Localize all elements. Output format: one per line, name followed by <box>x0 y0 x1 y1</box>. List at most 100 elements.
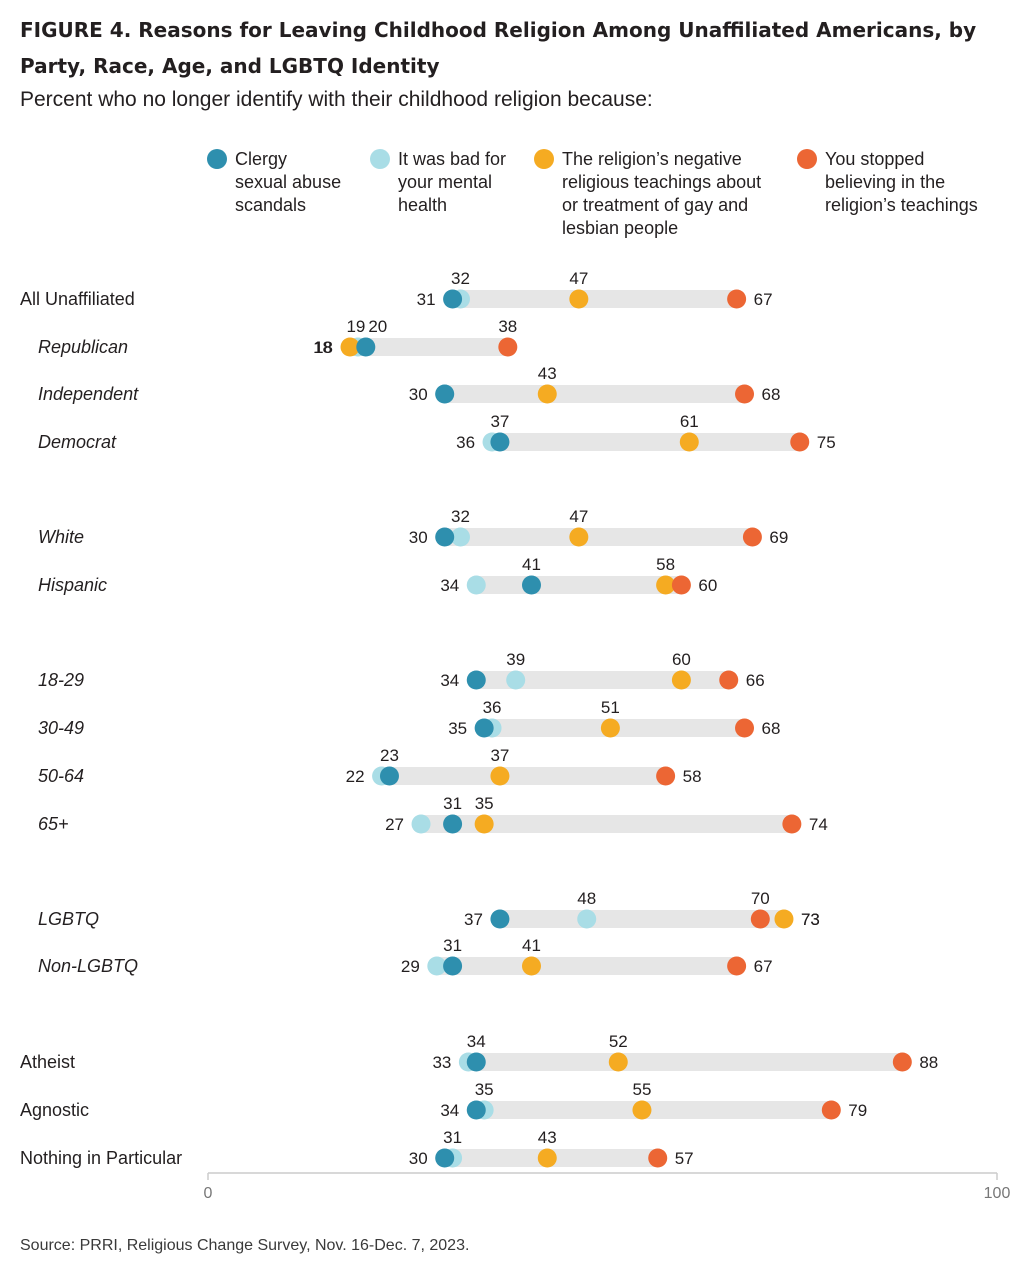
value-label-clergy-atheist: 34 <box>467 1032 486 1051</box>
value-label-clergy-50-64: 23 <box>380 746 399 765</box>
track-lgbtq <box>499 910 784 928</box>
value-label-stopped-democrat: 75 <box>817 433 836 452</box>
dot-clergy-non-lgbtq <box>443 956 463 976</box>
dot-lgbt-non-lgbtq <box>521 956 541 976</box>
value-label-mental-white: 32 <box>451 507 470 526</box>
value-label-lgbt-white: 47 <box>569 507 588 526</box>
value-label-stopped-all-unaffiliated: 67 <box>754 290 773 309</box>
value-label-clergy-65: 31 <box>443 794 462 813</box>
row-label-white: White <box>38 527 84 547</box>
dot-mental-white <box>450 527 470 547</box>
dot-clergy-democrat <box>490 432 510 452</box>
dot-mental-lgbtq <box>577 909 597 929</box>
value-label-lgbt-non-lgbtq: 41 <box>522 936 541 955</box>
value-label-clergy-hispanic: 41 <box>522 555 541 574</box>
dot-mental-65 <box>411 814 431 834</box>
value-label-lgbt-65: 35 <box>475 794 494 813</box>
value-label-clergy-independent: 30 <box>409 385 428 404</box>
dot-clergy-atheist <box>466 1052 486 1072</box>
value-label-mental-non-lgbtq: 29 <box>401 957 420 976</box>
row-label-nothing-in-particular: Nothing in Particular <box>20 1148 182 1168</box>
dot-lgbt-white <box>569 527 589 547</box>
row-label-50-64: 50-64 <box>38 766 84 786</box>
dot-clergy-nothing-in-particular <box>435 1148 455 1168</box>
value-label-stopped-30-49: 68 <box>762 719 781 738</box>
value-label-mental-nothing-in-particular: 31 <box>443 1128 462 1147</box>
legend-item-clergy: Clergy sexual abuse scandals <box>207 148 341 217</box>
value-label-mental-atheist: 33 <box>432 1053 451 1072</box>
track-republican <box>350 338 508 356</box>
value-label-stopped-50-64: 58 <box>683 767 702 786</box>
row-label-republican: Republican <box>38 337 128 357</box>
dot-lgbt-50-64 <box>490 766 510 786</box>
row-label-30-49: 30-49 <box>38 718 84 738</box>
value-label-stopped-65: 74 <box>809 815 828 834</box>
value-label-lgbt-50-64: 37 <box>490 746 509 765</box>
value-label-mental-democrat: 36 <box>456 433 475 452</box>
value-label-clergy-non-lgbtq: 31 <box>443 936 462 955</box>
value-label-mental-30-49: 36 <box>483 698 502 717</box>
dot-clergy-65 <box>443 814 463 834</box>
row-label-agnostic: Agnostic <box>20 1100 89 1120</box>
dot-stopped-18-29 <box>719 670 739 690</box>
dot-lgbt-atheist <box>608 1052 628 1072</box>
x-tick-label: 100 <box>984 1185 1011 1202</box>
legend-item-stopped-believing: You stopped believing in the religion’s … <box>797 148 978 217</box>
track-atheist <box>468 1053 903 1071</box>
dot-mental-18-29 <box>506 670 526 690</box>
value-label-mental-65: 27 <box>385 815 404 834</box>
dot-stopped-white <box>742 527 762 547</box>
value-label-mental-agnostic: 35 <box>475 1080 494 1099</box>
row-label-atheist: Atheist <box>20 1052 75 1072</box>
x-tick-label: 0 <box>204 1185 213 1202</box>
row-label-non-lgbtq: Non-LGBTQ <box>38 956 138 976</box>
track-democrat <box>492 433 800 451</box>
dot-lgbt-30-49 <box>600 718 620 738</box>
value-label-lgbt-independent: 43 <box>538 364 557 383</box>
track-50-64 <box>381 767 666 785</box>
dot-clergy-independent <box>435 384 455 404</box>
value-label-clergy-white: 30 <box>409 528 428 547</box>
dot-stopped-50-64 <box>656 766 676 786</box>
dot-stopped-non-lgbtq <box>727 956 747 976</box>
chart-subtitle: Percent who no longer identify with thei… <box>20 88 653 111</box>
value-label-stopped-nothing-in-particular: 57 <box>675 1149 694 1168</box>
legend-swatch-lgbt-teachings <box>534 149 554 169</box>
value-label-mental-50-64: 22 <box>346 767 365 786</box>
value-label-lgbt-nothing-in-particular: 43 <box>538 1128 557 1147</box>
dot-stopped-30-49 <box>735 718 755 738</box>
legend-label-lgbt-teachings: The religion’s negative religious teachi… <box>562 149 762 238</box>
dot-stopped-65 <box>782 814 802 834</box>
value-label-lgbt-republican: 18 <box>313 338 332 357</box>
dot-stopped-hispanic <box>671 575 691 595</box>
legend-swatch-stopped-believing <box>797 149 817 169</box>
track-white <box>444 528 753 546</box>
row-label-all-unaffiliated: All Unaffiliated <box>20 289 135 309</box>
dot-lgbt-18-29 <box>671 670 691 690</box>
dot-clergy-hispanic <box>521 575 541 595</box>
value-label-clergy-lgbtq: 37 <box>464 910 483 929</box>
dot-stopped-nothing-in-particular <box>648 1148 668 1168</box>
value-label-mental-lgbtq: 48 <box>577 889 596 908</box>
value-label-lgbt-agnostic: 55 <box>632 1080 651 1099</box>
dot-stopped-atheist <box>892 1052 912 1072</box>
dot-stopped-lgbtq <box>750 909 770 929</box>
dot-stopped-independent <box>735 384 755 404</box>
dot-lgbt-agnostic <box>632 1100 652 1120</box>
value-label-lgbt-hispanic: 58 <box>656 555 675 574</box>
dot-lgbt-nothing-in-particular <box>537 1148 557 1168</box>
dot-clergy-30-49 <box>474 718 494 738</box>
value-label-stopped-non-lgbtq: 67 <box>754 957 773 976</box>
value-label-lgbt-lgbtq: 73 <box>801 910 820 929</box>
legend-label-clergy: Clergy sexual abuse scandals <box>235 149 342 215</box>
legend-item-mental-health: It was bad for your mental health <box>370 148 506 217</box>
dot-lgbt-65 <box>474 814 494 834</box>
track-hispanic <box>476 576 682 594</box>
dot-stopped-democrat <box>790 432 810 452</box>
value-label-lgbt-atheist: 52 <box>609 1032 628 1051</box>
dot-stopped-all-unaffiliated <box>727 289 747 309</box>
value-label-clergy-agnostic: 34 <box>440 1101 459 1120</box>
row-label-lgbtq: LGBTQ <box>38 909 99 929</box>
value-label-stopped-atheist: 88 <box>919 1053 938 1072</box>
